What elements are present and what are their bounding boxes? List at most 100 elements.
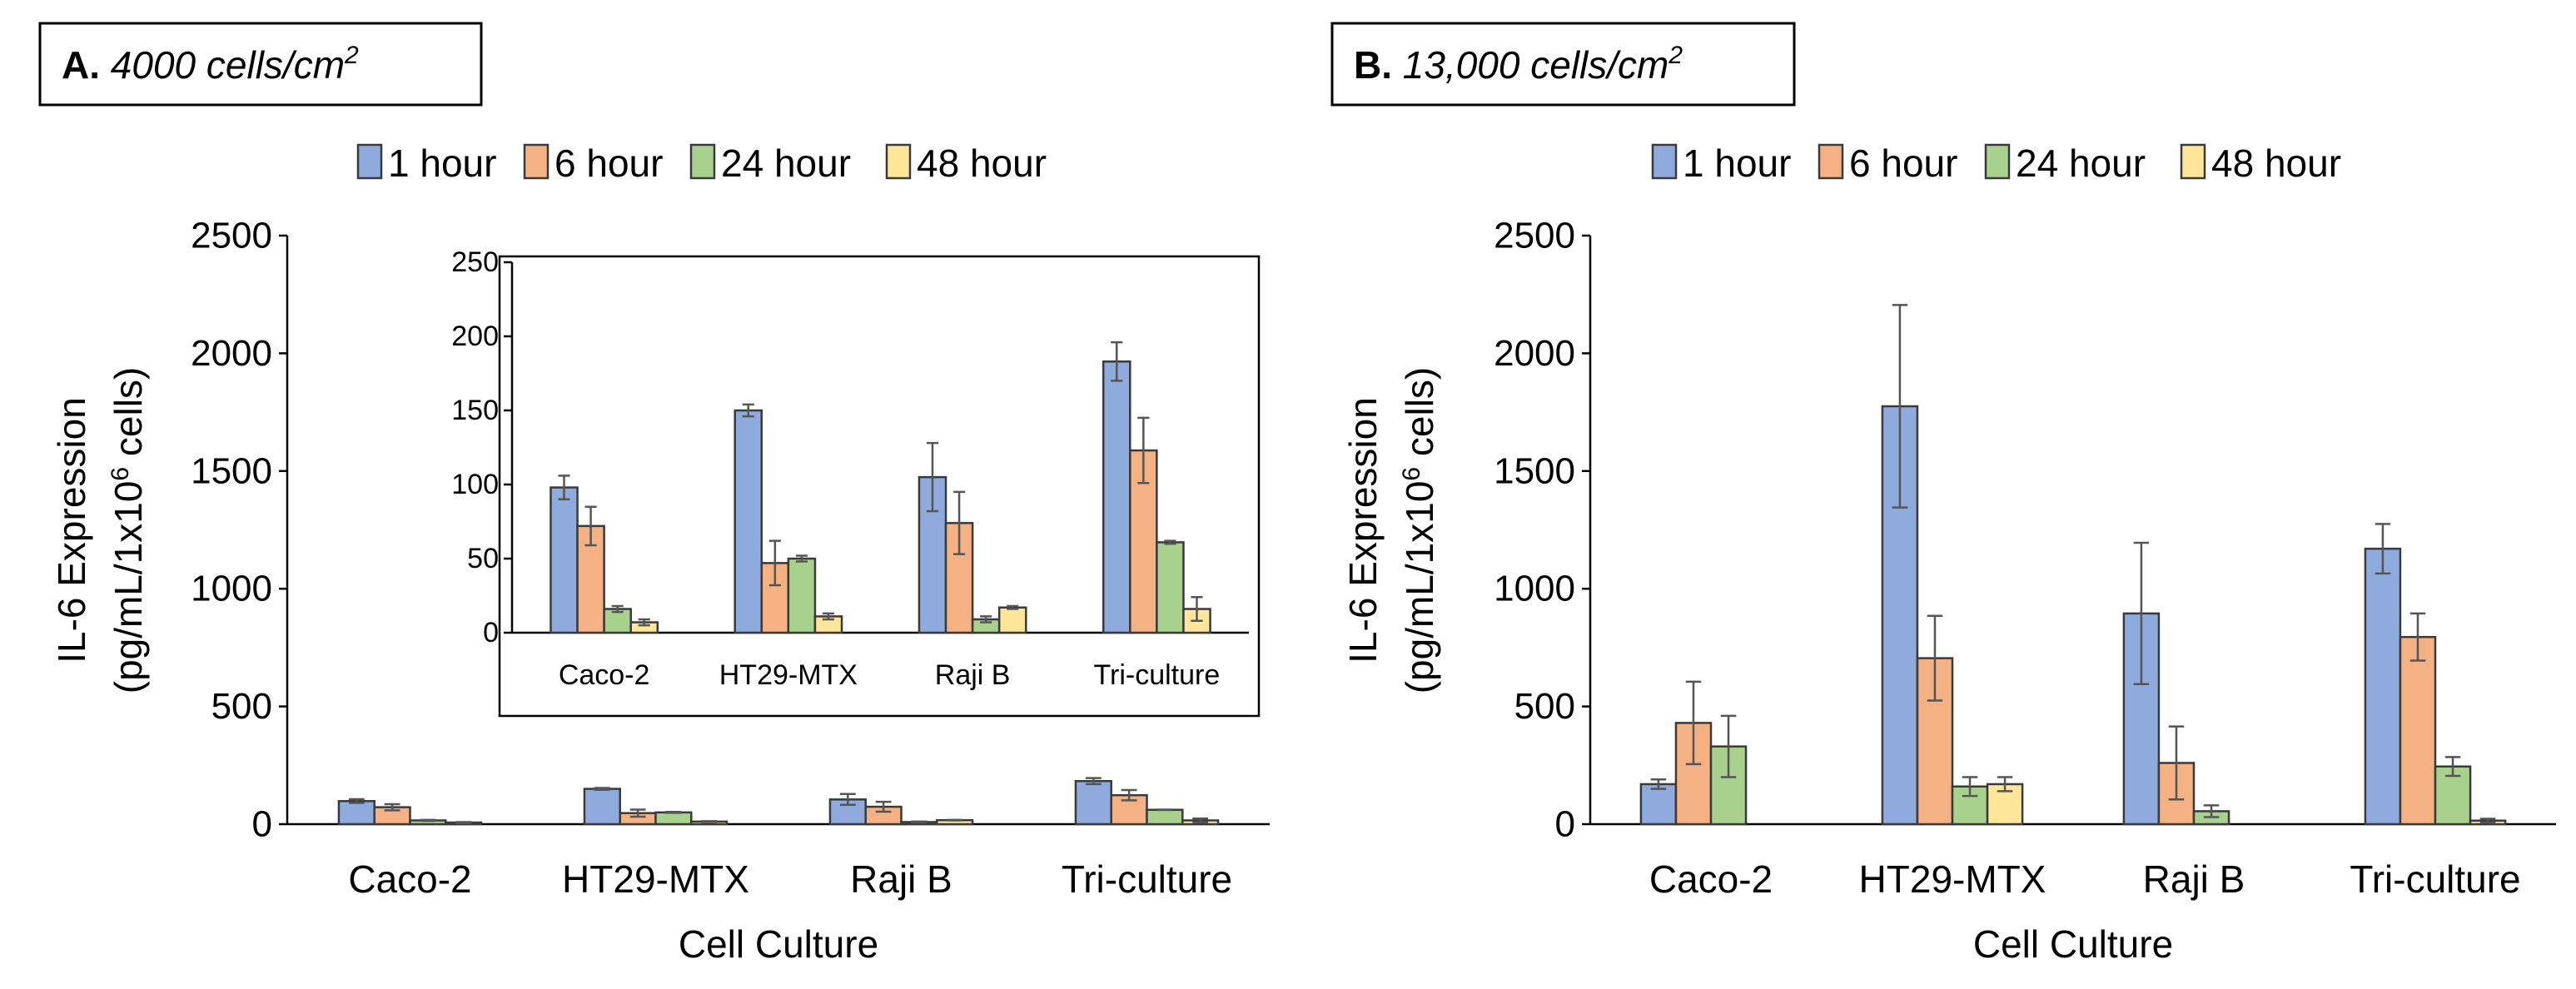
panel-a-category-label-2: Raji B bbox=[850, 857, 952, 901]
panel-b-errorbar-2-2 bbox=[2203, 804, 2220, 818]
panel-a-bar-3-0 bbox=[1074, 779, 1112, 826]
panel-a-legend-label-2: 24 hour bbox=[721, 142, 851, 185]
panel-a-tick-label-0: 0 bbox=[252, 804, 272, 845]
panel-a-errorbar-1-2 bbox=[665, 811, 682, 814]
panel-b-title: B. 13,000 cells/cm2 bbox=[1354, 42, 1683, 87]
panel-b-y-axis-title: IL-6 Expression bbox=[1341, 397, 1385, 663]
panel-b-errorbar-3-3 bbox=[2479, 818, 2496, 824]
panel-a-errorbar-2-3 bbox=[947, 818, 963, 822]
panel-b-errorbar-2-1 bbox=[2168, 725, 2185, 801]
panel-a-errorbar-3-2 bbox=[1156, 808, 1173, 812]
panel-a-bar-3-2 bbox=[1146, 808, 1184, 826]
panel-a-tick-label-3: 1500 bbox=[191, 450, 272, 491]
panel-b-errorbar-1-2 bbox=[1962, 776, 1978, 798]
panel-b-legend-swatch-2 bbox=[1984, 143, 2011, 180]
panel-a-inset-errorbar-3-0 bbox=[1111, 340, 1123, 382]
panel-a-errorbar-2-1 bbox=[875, 800, 892, 813]
panel-a-errorbar-2-2 bbox=[911, 820, 927, 824]
panel-b-bar-3-0 bbox=[2364, 547, 2402, 826]
panel-a-inset-errorbar-1-1 bbox=[768, 539, 781, 587]
panel-a-inset-bar-2-3 bbox=[997, 606, 1027, 634]
panel-b-errorbar-3-1 bbox=[2409, 612, 2426, 662]
panel-b-legend-swatch-3 bbox=[2180, 143, 2206, 180]
panel-a-bar-1-0 bbox=[583, 788, 621, 826]
panel-b-legend-label-0: 1 hour bbox=[1683, 142, 1791, 185]
panel-b-tick-label-3: 1500 bbox=[1494, 450, 1575, 491]
panel-a-legend-swatch-0 bbox=[356, 143, 383, 180]
panel-b-title-box bbox=[1330, 22, 1796, 107]
panel-b-errorbar-3-0 bbox=[2375, 523, 2391, 575]
panel-a-legend-label-3: 48 hour bbox=[917, 142, 1047, 185]
panel-a-inset-category-label-3: Tri-culture bbox=[1093, 659, 1220, 691]
panel-a-errorbar-1-3 bbox=[701, 820, 718, 823]
panel-b-errorbar-1-0 bbox=[1892, 304, 1908, 509]
panel-a-tick-label-4: 2000 bbox=[191, 333, 272, 374]
panel-a-inset-tick-label-4: 200 bbox=[451, 321, 499, 352]
panel-a-title-box bbox=[38, 22, 483, 107]
panel-a-legend-swatch-1 bbox=[523, 143, 550, 180]
panel-a-inset-category-label-0: Caco-2 bbox=[559, 659, 650, 691]
panel-a-inset-errorbar-3-3 bbox=[1191, 596, 1203, 623]
panel-a-inset-errorbar-3-2 bbox=[1164, 539, 1176, 545]
panel-a-bar-0-0 bbox=[337, 800, 375, 826]
panel-b-errorbar-0-0 bbox=[1650, 778, 1667, 790]
panel-a-y-axis-title: IL-6 Expression bbox=[50, 397, 93, 663]
panel-a-inset-errorbar-3-1 bbox=[1137, 416, 1150, 485]
panel-a-inset-bar-3-0 bbox=[1102, 360, 1131, 634]
panel-b-legend-swatch-1 bbox=[1818, 143, 1844, 180]
panel-a-inset-errorbar-2-0 bbox=[926, 441, 939, 513]
panel-a-tick-label-5: 2500 bbox=[191, 216, 272, 256]
panel-b-errorbar-1-3 bbox=[1997, 776, 2013, 793]
panel-a-inset-errorbar-1-2 bbox=[795, 554, 808, 563]
panel-a-inset-tick-label-1: 50 bbox=[467, 543, 499, 574]
panel-a-errorbar-0-2 bbox=[420, 818, 436, 823]
panel-b-category-label-2: Raji B bbox=[2143, 857, 2245, 901]
panel-a-category-label-0: Caco-2 bbox=[348, 857, 471, 901]
panel-a-legend-label-1: 6 hour bbox=[554, 142, 663, 185]
panel-a-inset-tick-label-5: 250 bbox=[451, 246, 499, 278]
panel-a-errorbar-3-0 bbox=[1085, 777, 1102, 786]
panel-a-inset-bar-0-0 bbox=[550, 486, 579, 634]
panel-a-legend-label-0: 1 hour bbox=[388, 142, 496, 185]
panel-b-tick-label-1: 500 bbox=[1514, 686, 1575, 727]
panel-a-inset-errorbar-0-0 bbox=[558, 475, 570, 501]
panel-a-inset-bar-3-2 bbox=[1156, 541, 1185, 634]
panel-b-errorbar-0-1 bbox=[1685, 680, 1702, 766]
panel-a-inset-tick-label-2: 100 bbox=[451, 469, 499, 500]
panel-b-legend-swatch-0 bbox=[1651, 143, 1678, 180]
panel-b-category-label-3: Tri-culture bbox=[2350, 857, 2520, 901]
panel-a-errorbar-2-0 bbox=[839, 793, 856, 807]
panel-a-errorbar-0-1 bbox=[384, 803, 400, 812]
panel-b-errorbar-3-2 bbox=[2444, 756, 2461, 778]
panel-a-title: A. 4000 cells/cm2 bbox=[62, 42, 359, 87]
panel-b-errorbar-1-1 bbox=[1927, 614, 1943, 702]
panel-a-inset-bar-1-2 bbox=[787, 557, 817, 634]
panel-b-category-label-1: HT29-MTX bbox=[1859, 857, 2046, 901]
panel-a-inset-bar-1-0 bbox=[734, 409, 763, 634]
panel-b-tick-label-5: 2500 bbox=[1494, 216, 1575, 256]
panel-a-inset-tick-label-0: 0 bbox=[483, 617, 499, 649]
panel-a-errorbar-3-1 bbox=[1121, 788, 1137, 802]
panel-b-tick-label-4: 2000 bbox=[1494, 333, 1575, 374]
panel-a-inset-errorbar-0-2 bbox=[611, 604, 624, 614]
panel-a-errorbar-0-3 bbox=[455, 821, 472, 824]
panel-a-inset-category-label-2: Raji B bbox=[935, 659, 1011, 691]
panel-a-legend-swatch-2 bbox=[689, 143, 716, 180]
panel-a-inset-errorbar-0-1 bbox=[584, 505, 597, 547]
panel-a-x-axis-title: Cell Culture bbox=[679, 922, 878, 966]
panel-a-y-axis-title-units: (pg/mL/1x106 cells) bbox=[107, 367, 150, 694]
panel-a-inset-category-label-1: HT29-MTX bbox=[719, 659, 858, 691]
panel-a-tick-label-2: 1000 bbox=[191, 569, 272, 609]
panel-a-inset-errorbar-1-0 bbox=[742, 403, 754, 418]
panel-a-inset-errorbar-2-3 bbox=[1007, 604, 1019, 610]
panel-a-bar-1-2 bbox=[654, 811, 693, 826]
panel-b-bar-0-0 bbox=[1639, 783, 1678, 826]
panel-a-inset-errorbar-2-1 bbox=[953, 490, 966, 555]
panel-a-errorbar-0-0 bbox=[348, 798, 365, 804]
panel-b-x-axis-title: Cell Culture bbox=[1973, 922, 2173, 966]
panel-b-bar-3-1 bbox=[2399, 635, 2437, 826]
panel-b-legend-label-3: 48 hour bbox=[2211, 142, 2341, 185]
panel-a-category-label-1: HT29-MTX bbox=[562, 857, 749, 901]
panel-b-y-axis-title-units: (pg/mL/1x106 cells) bbox=[1398, 367, 1441, 694]
